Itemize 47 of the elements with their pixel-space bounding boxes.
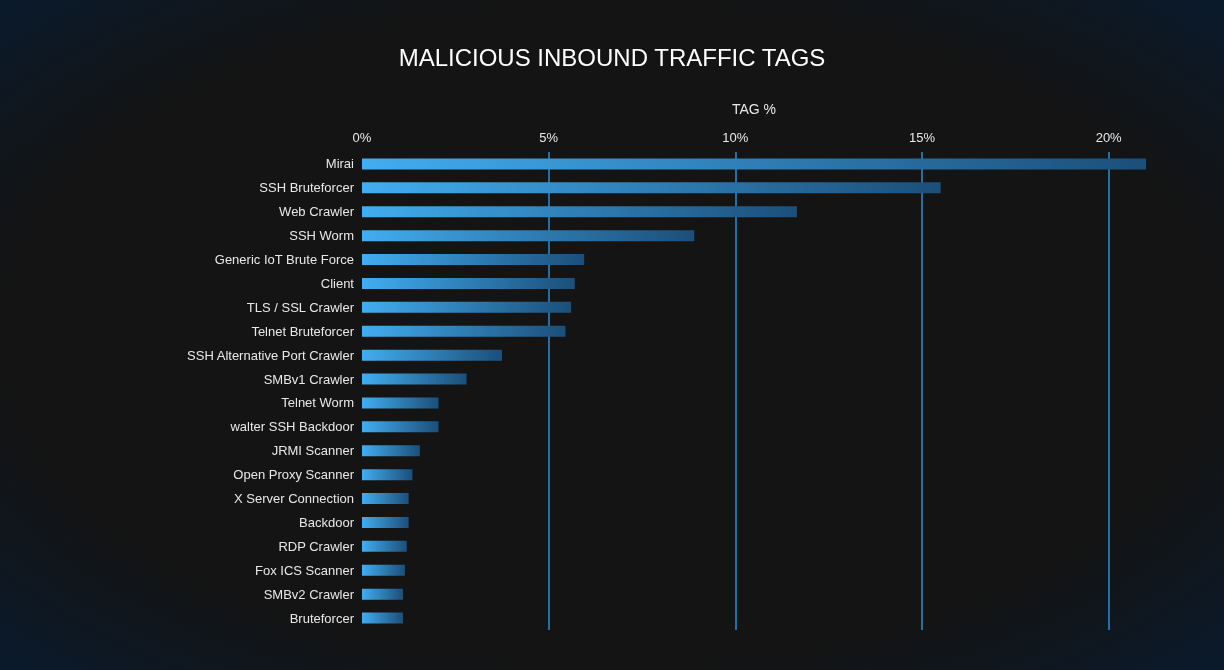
x-axis-title: TAG % (731, 101, 777, 117)
bar (362, 254, 585, 266)
y-tick-label: TLS / SSL Crawler (246, 299, 355, 315)
y-tick-label: Fox ICS Scanner (255, 562, 355, 578)
x-tick-label: 5% (539, 130, 559, 145)
bar (362, 397, 439, 409)
bar (362, 493, 409, 505)
bar (362, 182, 941, 194)
y-tick-label: X Server Connection (234, 491, 354, 507)
bar (362, 349, 502, 361)
bar (362, 588, 404, 600)
y-tick-label: Bruteforcer (289, 610, 355, 626)
x-tick-label: 0% (352, 130, 372, 145)
bar (362, 206, 797, 218)
bar (362, 277, 575, 289)
bar (362, 564, 405, 576)
chart-title: MALICIOUS INBOUND TRAFFIC TAGS (398, 43, 826, 71)
y-tick-label: Telnet Worm (281, 395, 354, 411)
y-tick-label: SMBv1 Crawler (263, 371, 355, 387)
bar (362, 230, 695, 242)
y-tick-label: walter SSH Backdoor (229, 419, 355, 435)
x-tick-label: 10% (722, 130, 749, 145)
y-tick-label: Mirai (325, 156, 355, 172)
bar (362, 516, 409, 528)
y-tick-label: Generic IoT Brute Force (214, 252, 354, 268)
bar (362, 373, 467, 385)
bar (362, 421, 439, 433)
y-tick-label: SSH Bruteforcer (259, 180, 355, 196)
bar (362, 158, 1146, 170)
y-tick-label: SSH Worm (289, 228, 354, 244)
y-tick-label: RDP Crawler (278, 538, 355, 554)
y-tick-label: Open Proxy Scanner (233, 467, 355, 483)
y-tick-label: SSH Alternative Port Crawler (187, 347, 355, 363)
bar (362, 325, 566, 337)
bar (362, 540, 407, 552)
y-tick-label: SMBv2 Crawler (263, 586, 355, 602)
bar (362, 301, 572, 313)
y-tick-label: Telnet Bruteforcer (251, 323, 355, 339)
bar (362, 469, 413, 481)
bar (362, 445, 420, 457)
y-tick-label: Client (320, 275, 355, 291)
y-tick-label: Backdoor (299, 514, 355, 530)
y-tick-label: Web Crawler (279, 204, 355, 220)
y-tick-label: JRMI Scanner (271, 443, 355, 459)
x-tick-label: 15% (908, 130, 936, 145)
bar (362, 612, 404, 624)
x-tick-label: 20% (1095, 130, 1123, 145)
